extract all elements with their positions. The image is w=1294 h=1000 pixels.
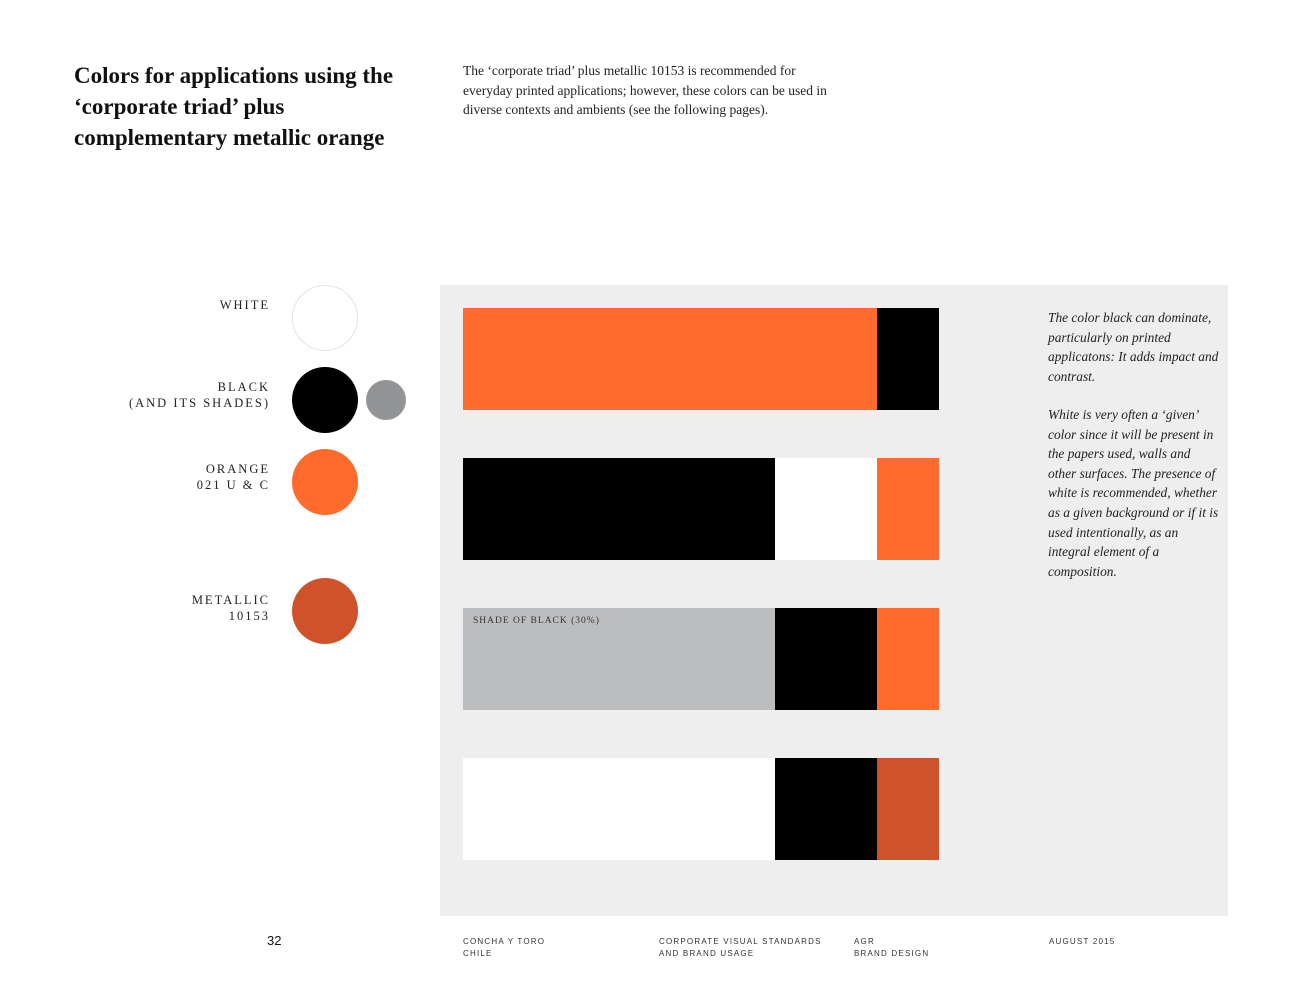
note-white: White is very often a ‘given’ color sinc… (1048, 407, 1219, 579)
page-number: 32 (267, 933, 282, 948)
footer-company: CONCHA Y TORO CHILE (463, 937, 546, 958)
combination-1-segment-1 (463, 308, 877, 410)
combination-1-segment-2 (877, 308, 939, 410)
swatch-black (292, 367, 358, 433)
swatch-metallic (292, 578, 358, 644)
swatch-label-black: BLACK (AND ITS SHADES) (128, 380, 270, 410)
combination-bars: SHADE OF BLACK (30%) (463, 308, 939, 860)
swatch-black-shade (366, 380, 406, 420)
combination-4-segment-2 (775, 758, 877, 860)
combination-2-segment-2 (775, 458, 877, 560)
combination-4-segment-3 (877, 758, 939, 860)
page-title: Colors for applications using the ‘corpo… (74, 63, 394, 150)
swatch-label-orange: ORANGE 021 U & C (196, 462, 270, 492)
swatch-label-metallic: METALLIC 10153 (191, 593, 270, 623)
swatch-label-white: WHITE (219, 298, 270, 312)
shade-of-black-label: SHADE OF BLACK (30%) (473, 616, 600, 626)
combination-3-segment-1: SHADE OF BLACK (30%) (463, 608, 775, 710)
footer-document: CORPORATE VISUAL STANDARDS AND BRAND USA… (659, 937, 822, 958)
footer-agency: AGR BRAND DESIGN (854, 937, 930, 958)
swatch-orange (292, 449, 358, 515)
combination-3-segment-3 (877, 608, 939, 710)
combination-3-segment-2 (775, 608, 877, 710)
note-black: The color black can dominate, particular… (1048, 310, 1219, 384)
combination-2-segment-1 (463, 458, 775, 560)
combination-2-segment-3 (877, 458, 939, 560)
combination-4-segment-1 (463, 758, 775, 860)
swatch-white (292, 285, 358, 351)
footer-date: AUGUST 2015 (1049, 937, 1116, 946)
intro-paragraph: The ‘corporate triad’ plus metallic 1015… (463, 63, 827, 118)
